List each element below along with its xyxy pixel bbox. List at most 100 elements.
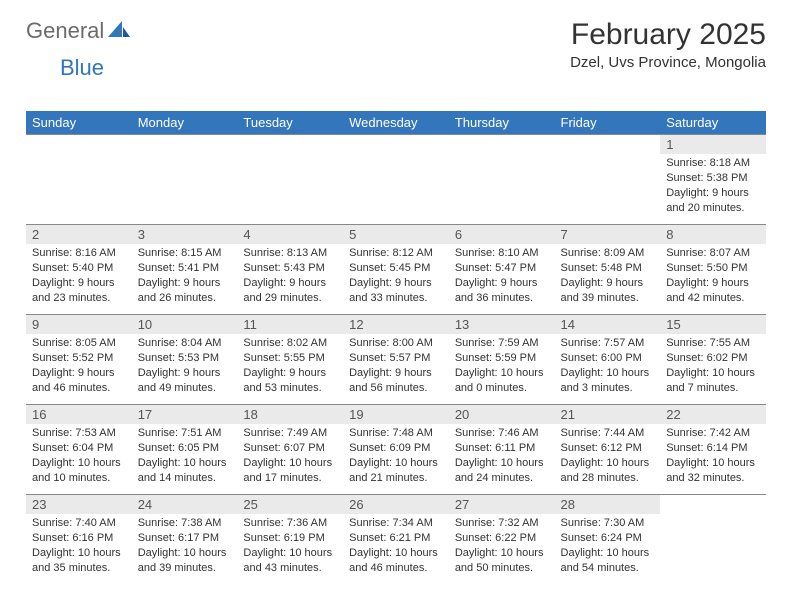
day-number: 25: [237, 495, 343, 514]
day-number: 12: [343, 315, 449, 334]
day-cell: 20Sunrise: 7:46 AMSunset: 6:11 PMDayligh…: [449, 405, 555, 495]
day-cell: [555, 135, 661, 225]
day-content: Sunrise: 8:07 AMSunset: 5:50 PMDaylight:…: [660, 244, 766, 307]
day-number: 7: [555, 225, 661, 244]
day-header-sat: Saturday: [660, 111, 766, 135]
daylight-text: Daylight: 10 hours and 24 minutes.: [455, 456, 549, 486]
day-number: 23: [26, 495, 132, 514]
day-content: Sunrise: 8:15 AMSunset: 5:41 PMDaylight:…: [132, 244, 238, 307]
sunset-text: Sunset: 6:14 PM: [666, 441, 760, 456]
day-cell: 15Sunrise: 7:55 AMSunset: 6:02 PMDayligh…: [660, 315, 766, 405]
day-content: Sunrise: 7:32 AMSunset: 6:22 PMDaylight:…: [449, 514, 555, 577]
sunrise-text: Sunrise: 7:48 AM: [349, 426, 443, 441]
day-content: Sunrise: 8:09 AMSunset: 5:48 PMDaylight:…: [555, 244, 661, 307]
day-cell: 23Sunrise: 7:40 AMSunset: 6:16 PMDayligh…: [26, 495, 132, 585]
day-content: Sunrise: 7:55 AMSunset: 6:02 PMDaylight:…: [660, 334, 766, 397]
sunset-text: Sunset: 6:09 PM: [349, 441, 443, 456]
day-cell: 21Sunrise: 7:44 AMSunset: 6:12 PMDayligh…: [555, 405, 661, 495]
day-cell: 9Sunrise: 8:05 AMSunset: 5:52 PMDaylight…: [26, 315, 132, 405]
week-row: 2Sunrise: 8:16 AMSunset: 5:40 PMDaylight…: [26, 225, 766, 315]
day-cell: 4Sunrise: 8:13 AMSunset: 5:43 PMDaylight…: [237, 225, 343, 315]
day-number: 5: [343, 225, 449, 244]
daylight-text: Daylight: 9 hours and 42 minutes.: [666, 276, 760, 306]
day-cell: 5Sunrise: 8:12 AMSunset: 5:45 PMDaylight…: [343, 225, 449, 315]
sunset-text: Sunset: 5:43 PM: [243, 261, 337, 276]
day-number: 19: [343, 405, 449, 424]
day-cell: 10Sunrise: 8:04 AMSunset: 5:53 PMDayligh…: [132, 315, 238, 405]
day-content: Sunrise: 7:42 AMSunset: 6:14 PMDaylight:…: [660, 424, 766, 487]
day-content: Sunrise: 7:48 AMSunset: 6:09 PMDaylight:…: [343, 424, 449, 487]
sunrise-text: Sunrise: 7:46 AM: [455, 426, 549, 441]
sunset-text: Sunset: 6:22 PM: [455, 531, 549, 546]
day-number: 6: [449, 225, 555, 244]
day-cell: 11Sunrise: 8:02 AMSunset: 5:55 PMDayligh…: [237, 315, 343, 405]
day-cell: 24Sunrise: 7:38 AMSunset: 6:17 PMDayligh…: [132, 495, 238, 585]
sunrise-text: Sunrise: 8:00 AM: [349, 336, 443, 351]
day-content: Sunrise: 7:49 AMSunset: 6:07 PMDaylight:…: [237, 424, 343, 487]
day-number: 21: [555, 405, 661, 424]
daylight-text: Daylight: 9 hours and 39 minutes.: [561, 276, 655, 306]
day-number: 28: [555, 495, 661, 514]
sunset-text: Sunset: 6:12 PM: [561, 441, 655, 456]
day-content: Sunrise: 8:13 AMSunset: 5:43 PMDaylight:…: [237, 244, 343, 307]
day-number: 3: [132, 225, 238, 244]
week-row: 9Sunrise: 8:05 AMSunset: 5:52 PMDaylight…: [26, 315, 766, 405]
week-row: 1Sunrise: 8:18 AMSunset: 5:38 PMDaylight…: [26, 135, 766, 225]
daylight-text: Daylight: 10 hours and 46 minutes.: [349, 546, 443, 576]
daylight-text: Daylight: 10 hours and 54 minutes.: [561, 546, 655, 576]
logo-text-blue: Blue: [60, 55, 104, 80]
day-header-thu: Thursday: [449, 111, 555, 135]
day-content: Sunrise: 7:34 AMSunset: 6:21 PMDaylight:…: [343, 514, 449, 577]
day-cell: [660, 495, 766, 585]
day-number: 15: [660, 315, 766, 334]
daylight-text: Daylight: 10 hours and 10 minutes.: [32, 456, 126, 486]
day-content: Sunrise: 7:38 AMSunset: 6:17 PMDaylight:…: [132, 514, 238, 577]
daylight-text: Daylight: 9 hours and 33 minutes.: [349, 276, 443, 306]
sunset-text: Sunset: 5:47 PM: [455, 261, 549, 276]
sunset-text: Sunset: 6:19 PM: [243, 531, 337, 546]
sunset-text: Sunset: 6:21 PM: [349, 531, 443, 546]
day-content: Sunrise: 8:04 AMSunset: 5:53 PMDaylight:…: [132, 334, 238, 397]
sunset-text: Sunset: 6:04 PM: [32, 441, 126, 456]
day-cell: 28Sunrise: 7:30 AMSunset: 6:24 PMDayligh…: [555, 495, 661, 585]
day-header-tue: Tuesday: [237, 111, 343, 135]
day-cell: [343, 135, 449, 225]
day-number: 17: [132, 405, 238, 424]
day-number: 10: [132, 315, 238, 334]
sunrise-text: Sunrise: 8:18 AM: [666, 156, 760, 171]
day-number: 4: [237, 225, 343, 244]
day-cell: 7Sunrise: 8:09 AMSunset: 5:48 PMDaylight…: [555, 225, 661, 315]
day-header-fri: Friday: [555, 111, 661, 135]
sunrise-text: Sunrise: 7:55 AM: [666, 336, 760, 351]
sunrise-text: Sunrise: 8:02 AM: [243, 336, 337, 351]
sunset-text: Sunset: 5:53 PM: [138, 351, 232, 366]
day-content: Sunrise: 7:30 AMSunset: 6:24 PMDaylight:…: [555, 514, 661, 577]
sunrise-text: Sunrise: 7:36 AM: [243, 516, 337, 531]
sunrise-text: Sunrise: 8:07 AM: [666, 246, 760, 261]
daylight-text: Daylight: 10 hours and 7 minutes.: [666, 366, 760, 396]
daylight-text: Daylight: 9 hours and 26 minutes.: [138, 276, 232, 306]
day-content: Sunrise: 8:00 AMSunset: 5:57 PMDaylight:…: [343, 334, 449, 397]
sunrise-text: Sunrise: 7:42 AM: [666, 426, 760, 441]
daylight-text: Daylight: 9 hours and 20 minutes.: [666, 186, 760, 216]
day-number: 2: [26, 225, 132, 244]
sunrise-text: Sunrise: 7:38 AM: [138, 516, 232, 531]
day-cell: [449, 135, 555, 225]
daylight-text: Daylight: 9 hours and 29 minutes.: [243, 276, 337, 306]
day-number: 22: [660, 405, 766, 424]
day-number: 14: [555, 315, 661, 334]
day-cell: 22Sunrise: 7:42 AMSunset: 6:14 PMDayligh…: [660, 405, 766, 495]
sunrise-text: Sunrise: 7:49 AM: [243, 426, 337, 441]
day-cell: 8Sunrise: 8:07 AMSunset: 5:50 PMDaylight…: [660, 225, 766, 315]
sunset-text: Sunset: 5:52 PM: [32, 351, 126, 366]
day-content: Sunrise: 7:53 AMSunset: 6:04 PMDaylight:…: [26, 424, 132, 487]
day-header-mon: Monday: [132, 111, 238, 135]
sunset-text: Sunset: 6:02 PM: [666, 351, 760, 366]
sunset-text: Sunset: 5:40 PM: [32, 261, 126, 276]
sunset-text: Sunset: 5:50 PM: [666, 261, 760, 276]
day-number: 18: [237, 405, 343, 424]
day-content: Sunrise: 8:05 AMSunset: 5:52 PMDaylight:…: [26, 334, 132, 397]
day-number: 24: [132, 495, 238, 514]
sunset-text: Sunset: 5:55 PM: [243, 351, 337, 366]
sunset-text: Sunset: 6:24 PM: [561, 531, 655, 546]
